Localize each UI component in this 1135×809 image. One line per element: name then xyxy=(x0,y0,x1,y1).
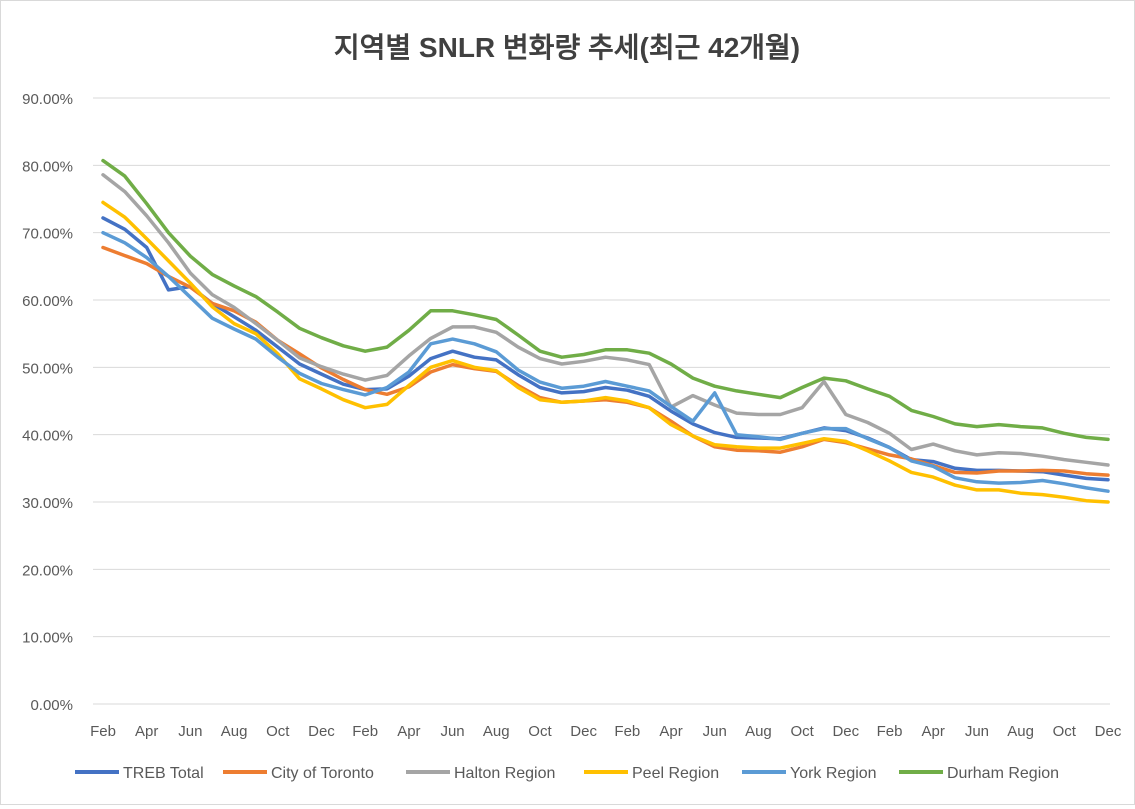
y-tick-label: 70.00% xyxy=(22,226,73,243)
y-tick-label: 60.00% xyxy=(22,293,73,310)
x-tick-label: Apr xyxy=(659,723,682,740)
y-tick-label: 90.00% xyxy=(22,91,73,108)
legend-label: City of Toronto xyxy=(271,765,374,782)
series-line-peel-region xyxy=(101,200,1110,504)
x-tick-label: Aug xyxy=(745,723,772,740)
x-tick-label: Jun xyxy=(703,723,727,740)
chart-title: 지역별 SNLR 변화량 추세(최근 42개월) xyxy=(334,32,800,63)
y-tick-label: 80.00% xyxy=(22,158,73,175)
series-lines xyxy=(101,158,1110,504)
legend-label: Peel Region xyxy=(632,765,719,782)
legend-label: York Region xyxy=(790,765,877,782)
y-tick-label: 10.00% xyxy=(22,630,73,647)
x-tick-label: Oct xyxy=(266,723,290,740)
y-tick-label: 40.00% xyxy=(22,428,73,445)
legend-item-durham-region: Durham Region xyxy=(899,765,1059,782)
x-tick-label: Aug xyxy=(483,723,510,740)
x-tick-label: Dec xyxy=(1095,723,1122,740)
legend-item-halton-region: Halton Region xyxy=(406,765,555,782)
series-line-city-of-toronto xyxy=(101,245,1110,477)
x-tick-label: Oct xyxy=(528,723,552,740)
x-axis-ticks: Feb Apr Jun Aug Oct Dec Feb Apr Jun Aug Oct Dec Feb A… xyxy=(90,723,1122,740)
x-tick-label: Dec xyxy=(832,723,859,740)
x-tick-label: Feb xyxy=(90,723,116,740)
legend-item-treb-total: TREB Total xyxy=(75,765,204,782)
y-tick-label: 30.00% xyxy=(22,495,73,512)
x-tick-label: Dec xyxy=(308,723,335,740)
x-tick-label: Aug xyxy=(221,723,248,740)
y-axis-ticks: 0.00% 10.00% 20.00% 30.00% 40.00% 50.00% 60.00… xyxy=(22,91,73,714)
x-tick-label: Feb xyxy=(877,723,903,740)
legend: TREB Total City of Toronto Halton Region Pe… xyxy=(75,765,1059,782)
legend-item-peel-region: Peel Region xyxy=(584,765,719,782)
x-tick-label: Apr xyxy=(135,723,158,740)
x-tick-label: Apr xyxy=(397,723,420,740)
x-tick-label: Jun xyxy=(965,723,989,740)
x-tick-label: Jun xyxy=(178,723,202,740)
x-tick-label: Oct xyxy=(1053,723,1077,740)
y-tick-label: 50.00% xyxy=(22,360,73,377)
series-line-halton-region xyxy=(101,173,1110,467)
legend-item-york-region: York Region xyxy=(742,765,877,782)
y-tick-label: 20.00% xyxy=(22,562,73,579)
x-tick-label: Feb xyxy=(614,723,640,740)
series-line-durham-region xyxy=(101,158,1110,442)
series-line-york-region xyxy=(101,230,1110,493)
series-line-treb-total xyxy=(101,216,1110,482)
x-tick-label: Feb xyxy=(352,723,378,740)
legend-label: Durham Region xyxy=(947,765,1059,782)
x-tick-label: Oct xyxy=(790,723,814,740)
legend-item-city-of-toronto: City of Toronto xyxy=(223,765,374,782)
x-tick-label: Aug xyxy=(1007,723,1034,740)
x-tick-label: Apr xyxy=(922,723,945,740)
y-tick-label: 0.00% xyxy=(30,697,73,714)
x-tick-label: Jun xyxy=(440,723,464,740)
legend-label: TREB Total xyxy=(123,765,204,782)
x-tick-label: Dec xyxy=(570,723,597,740)
legend-label: Halton Region xyxy=(454,765,555,782)
